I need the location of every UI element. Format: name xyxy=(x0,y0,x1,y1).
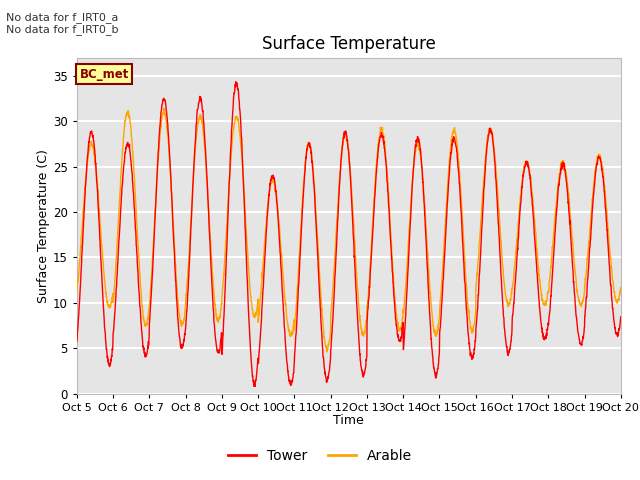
Text: No data for f_IRT0_a
No data for f_IRT0_b: No data for f_IRT0_a No data for f_IRT0_… xyxy=(6,12,119,36)
Arable xyxy=(508,291,515,297)
Tower xyxy=(250,384,258,389)
Arable xyxy=(323,349,331,355)
Arable xyxy=(570,247,577,253)
Arable xyxy=(160,105,168,111)
Tower xyxy=(225,199,232,205)
Arable xyxy=(584,246,592,252)
Tower xyxy=(508,338,515,344)
Tower xyxy=(570,271,577,277)
Title: Surface Temperature: Surface Temperature xyxy=(262,35,436,53)
Text: BC_met: BC_met xyxy=(79,68,129,81)
Arable xyxy=(377,127,385,133)
Tower xyxy=(232,79,239,84)
Line: Tower: Tower xyxy=(77,82,621,386)
Y-axis label: Surface Temperature (C): Surface Temperature (C) xyxy=(37,149,50,302)
Arable xyxy=(73,290,81,296)
X-axis label: Time: Time xyxy=(333,414,364,427)
Tower xyxy=(365,295,372,300)
Arable xyxy=(617,285,625,290)
Tower xyxy=(617,314,625,320)
Tower xyxy=(584,267,592,273)
Legend: Tower, Arable: Tower, Arable xyxy=(223,443,417,468)
Line: Arable: Arable xyxy=(77,108,621,352)
Tower xyxy=(377,134,385,140)
Arable xyxy=(365,281,372,287)
Arable xyxy=(225,190,232,196)
Tower xyxy=(73,339,81,345)
